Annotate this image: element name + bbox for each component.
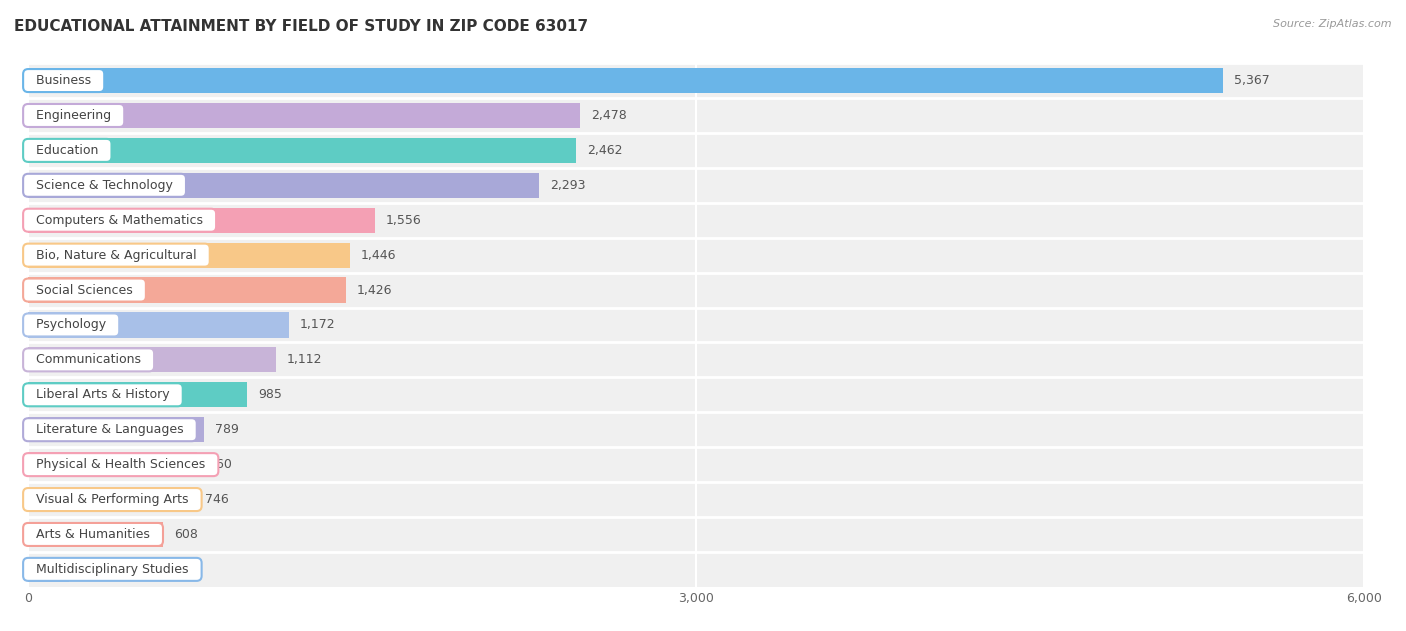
Text: 1,556: 1,556 [385,214,422,227]
Text: 1,172: 1,172 [299,319,336,331]
Text: Multidisciplinary Studies: Multidisciplinary Studies [28,563,197,576]
Text: Business: Business [28,74,100,87]
Bar [28,447,1364,482]
Bar [28,98,1364,133]
Bar [28,208,374,233]
Text: 1,446: 1,446 [361,249,396,262]
Text: 2,293: 2,293 [550,179,585,192]
Text: 2,462: 2,462 [588,144,623,157]
Text: 1,426: 1,426 [357,283,392,297]
Text: Arts & Humanities: Arts & Humanities [28,528,157,541]
Bar [28,103,579,128]
Bar [28,312,290,338]
Bar [28,377,1364,412]
Text: 985: 985 [259,388,283,401]
Bar [28,517,1364,552]
Text: 746: 746 [205,493,229,506]
Bar [28,63,1364,98]
Text: Psychology: Psychology [28,319,114,331]
Bar [28,133,1364,168]
Bar [28,343,1364,377]
Bar [28,138,576,163]
Bar [28,238,1364,273]
Text: 789: 789 [215,423,239,436]
Text: Social Sciences: Social Sciences [28,283,141,297]
Text: Visual & Performing Arts: Visual & Performing Arts [28,493,197,506]
Bar [28,307,1364,343]
Bar [28,203,1364,238]
Bar [28,552,1364,587]
Bar [28,487,194,512]
Text: Engineering: Engineering [28,109,120,122]
Text: 2,478: 2,478 [591,109,627,122]
Bar [28,557,69,582]
Bar [28,452,197,477]
Bar [28,522,163,547]
Text: 760: 760 [208,458,232,471]
Text: 608: 608 [174,528,198,541]
Bar [28,482,1364,517]
Text: Source: ZipAtlas.com: Source: ZipAtlas.com [1274,19,1392,29]
Bar [28,278,346,303]
Text: Physical & Health Sciences: Physical & Health Sciences [28,458,214,471]
Bar [28,168,1364,203]
Bar [28,417,204,442]
Text: Liberal Arts & History: Liberal Arts & History [28,388,177,401]
Text: EDUCATIONAL ATTAINMENT BY FIELD OF STUDY IN ZIP CODE 63017: EDUCATIONAL ATTAINMENT BY FIELD OF STUDY… [14,19,588,34]
Bar [28,68,1223,93]
Bar [28,412,1364,447]
Bar [28,347,276,372]
Bar [28,242,350,268]
Text: Bio, Nature & Agricultural: Bio, Nature & Agricultural [28,249,205,262]
Text: Literature & Languages: Literature & Languages [28,423,191,436]
Bar [28,273,1364,307]
Bar [28,173,538,198]
Text: 184: 184 [80,563,104,576]
Text: Computers & Mathematics: Computers & Mathematics [28,214,211,227]
Text: 5,367: 5,367 [1234,74,1270,87]
Text: Science & Technology: Science & Technology [28,179,181,192]
Text: 1,112: 1,112 [287,353,322,367]
Bar [28,382,247,408]
Text: Communications: Communications [28,353,149,367]
Text: Education: Education [28,144,107,157]
